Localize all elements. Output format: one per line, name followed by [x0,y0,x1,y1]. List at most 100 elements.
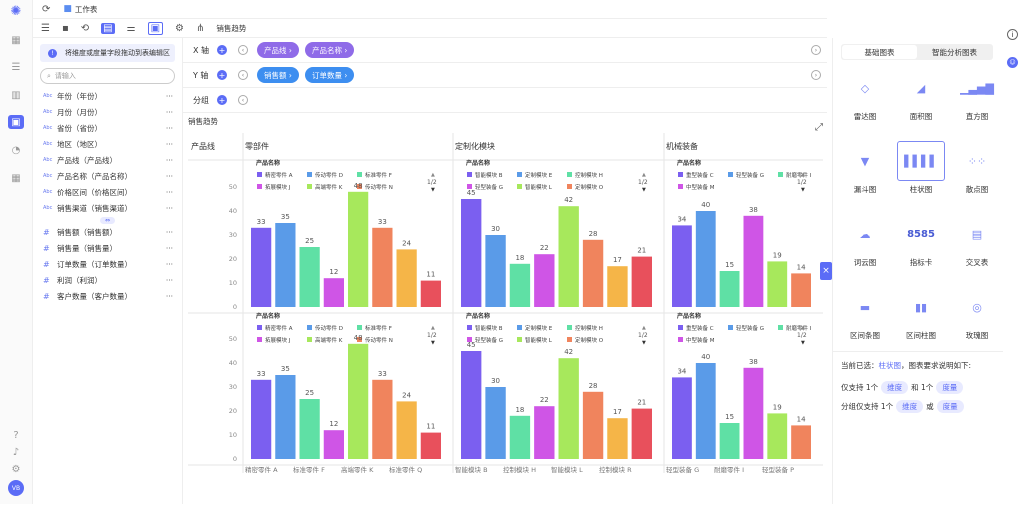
dashboard-icon[interactable]: ◔ [11,144,21,156]
bar-value-label: 21 [637,247,646,255]
legend-title: 产品名称 [466,159,490,167]
chart-type-option[interactable]: ▁▃▅▇ 直方图 [951,68,1003,122]
legend-up-icon[interactable]: ▲ [642,325,646,331]
more-icon[interactable]: ··· [165,171,173,181]
legend-page-indicator: 1/2 [638,179,648,186]
sync-icon[interactable]: ⟲ [80,22,90,34]
chart-type-option[interactable]: ☁ 词云图 [839,214,891,268]
tab-basic-charts[interactable]: 基础图表 [842,45,917,59]
layout-icon[interactable]: ▤ [101,22,115,34]
calendar-icon[interactable]: ▣ [147,21,164,35]
add-group-icon[interactable]: + [217,95,227,105]
grid-icon[interactable]: ▦ [11,34,21,46]
y-tick-label: 10 [229,431,237,439]
x-scroll-right-icon[interactable]: › [811,45,821,55]
field-item[interactable]: Abc 销售渠道（销售渠道） ··· [33,200,182,216]
more-icon[interactable]: ··· [165,107,173,117]
apps-icon[interactable]: ▦ [11,172,21,184]
legend-up-icon[interactable]: ▲ [642,172,646,178]
field-item[interactable]: # 销售额（销售额） ··· [33,224,182,240]
collapse-icon[interactable]: ☰ [41,22,50,34]
x-pill-product-name[interactable]: 产品名称 › [305,42,355,58]
y-scroll-left-icon[interactable]: ‹ [238,70,248,80]
x-pill-product-line[interactable]: 产品线 › [257,42,299,58]
x-scroll-left-icon[interactable]: ‹ [238,45,248,55]
chart-type-option[interactable]: 8585 指标卡 [895,214,947,268]
x-tick-label: 控制模块 R [599,465,632,474]
help-icon[interactable]: ? [13,429,19,441]
field-item[interactable]: # 销售量（销售量） ··· [33,240,182,256]
more-icon[interactable]: ··· [165,259,173,269]
bell-icon[interactable]: ♪ [12,446,20,458]
avatar[interactable]: VB [8,480,24,496]
more-icon[interactable]: ··· [165,291,173,301]
refresh-icon[interactable]: ⟳ [42,3,51,15]
group-scroll-left-icon[interactable]: ‹ [238,95,248,105]
chart-type-option[interactable]: ▤ 交叉表 [951,214,1003,268]
field-item[interactable]: Abc 月份（月份） ··· [33,104,182,120]
legend-down-icon[interactable]: ▼ [642,187,646,193]
field-item[interactable]: Abc 年份（年份） ··· [33,88,182,104]
chart-type-option[interactable]: ▼ 漏斗图 [839,141,891,195]
field-item[interactable]: Abc 产品名称（产品名称） ··· [33,168,182,184]
close-panel-icon[interactable]: × [820,262,832,280]
folder-icon[interactable]: ▣ [8,115,24,129]
gear-icon[interactable]: ⚙ [175,22,184,34]
legend-down-icon[interactable]: ▼ [431,187,435,193]
field-label: 订单数量（订单数量） [57,259,132,269]
more-icon[interactable]: ··· [165,91,173,101]
field-item[interactable]: Abc 地区（地区） ··· [33,136,182,152]
text-type-icon: Abc [43,109,53,115]
chart-type-option[interactable]: ⁘⁘ 散点图 [951,141,1003,195]
chart-name-tab[interactable]: 销售趋势 [216,23,247,33]
tab-smart-charts[interactable]: 智能分析图表 [932,47,977,57]
breadcrumb[interactable]: 工作表 [74,4,98,14]
legend-down-icon[interactable]: ▼ [801,340,805,346]
chart-nav-icon[interactable]: ▥ [11,89,21,101]
legend-up-icon[interactable]: ▲ [431,172,435,178]
y-pill-orders[interactable]: 订单数量 › [305,67,355,83]
more-icon[interactable]: ··· [165,275,173,285]
database-icon[interactable]: ☰ [11,61,21,73]
chart-type-option[interactable]: ◎ 玫瑰图 [951,287,1003,341]
assistant-icon[interactable]: ☺ [1007,57,1018,68]
settings-icon[interactable]: ⚙ [11,463,21,475]
chart-type-option[interactable]: ▮▮ 区间柱图 [895,287,947,341]
y-scroll-right-icon[interactable]: › [811,70,821,80]
more-icon[interactable]: ··· [165,139,173,149]
more-icon[interactable]: ··· [165,123,173,133]
list-divider[interactable]: ⇔ [33,216,182,224]
legend-up-icon[interactable]: ▲ [801,172,805,178]
fullscreen-icon[interactable]: ⤢ [815,122,823,133]
add-x-icon[interactable]: + [217,45,227,55]
more-icon[interactable]: ··· [165,155,173,165]
chart-type-option[interactable]: ◢ 面积图 [895,68,947,122]
chart-type-option[interactable]: ◇ 雷达图 [839,68,891,122]
field-item[interactable]: # 订单数量（订单数量） ··· [33,256,182,272]
save-icon[interactable]: ▪ [61,22,69,34]
requirement-1: 仅支持 1个 维度和 1个 度量 [841,381,1001,394]
legend-down-icon[interactable]: ▼ [431,340,435,346]
field-item[interactable]: # 利润（利润） ··· [33,272,182,288]
legend-up-icon[interactable]: ▲ [801,325,805,331]
chart-type-option[interactable]: ▬ 区间条图 [839,287,891,341]
legend-down-icon[interactable]: ▼ [642,340,646,346]
legend-swatch [257,172,262,177]
more-icon[interactable]: ··· [165,227,173,237]
more-icon[interactable]: ··· [165,243,173,253]
field-item[interactable]: # 客户数量（客户数量） ··· [33,288,182,304]
search-input[interactable]: ⌕ 请输入 [40,68,175,84]
legend-down-icon[interactable]: ▼ [801,187,805,193]
more-icon[interactable]: ··· [165,187,173,197]
add-y-icon[interactable]: + [217,70,227,80]
filter-icon[interactable]: ⚌ [126,22,136,34]
y-pill-sales[interactable]: 销售额 › [257,67,299,83]
field-item[interactable]: Abc 产品线（产品线） ··· [33,152,182,168]
chart-type-option[interactable]: ▌▌▌▌ 柱状图 [895,141,947,195]
field-item[interactable]: Abc 省份（省份） ··· [33,120,182,136]
info-circle-icon[interactable]: i [1007,29,1018,40]
field-item[interactable]: Abc 价格区间（价格区间） ··· [33,184,182,200]
share-icon[interactable]: ⋔ [195,22,205,34]
legend-up-icon[interactable]: ▲ [431,325,435,331]
more-icon[interactable]: ··· [165,203,173,213]
